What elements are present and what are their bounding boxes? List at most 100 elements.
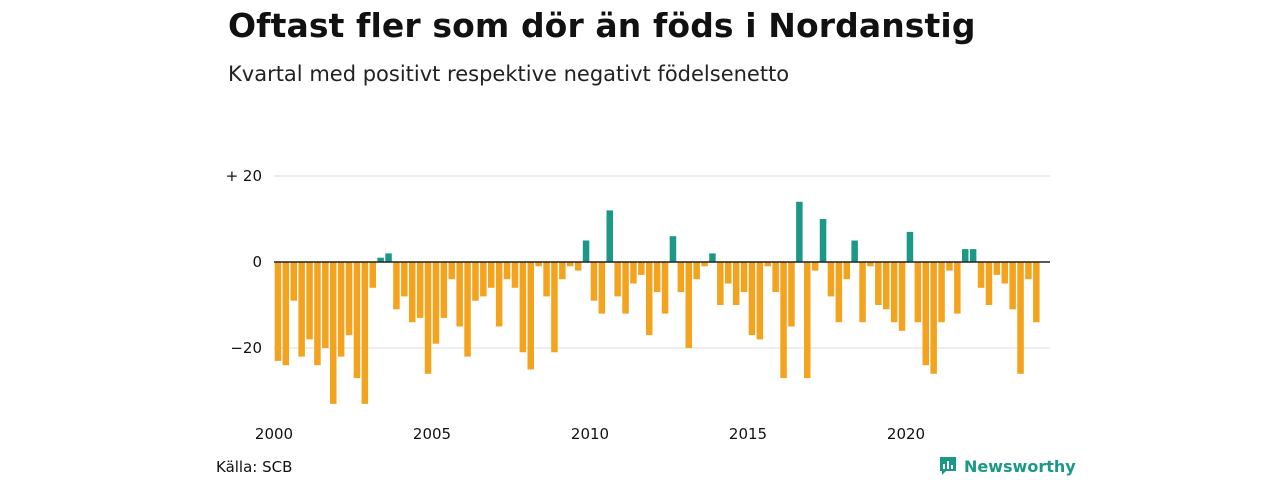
bar: [780, 262, 787, 379]
bar: [898, 262, 906, 331]
bar: [993, 262, 1001, 275]
bar: [606, 210, 613, 262]
bar: [401, 262, 408, 297]
x-tick-label: 2020: [887, 425, 925, 443]
bar: [827, 262, 835, 297]
bar: [693, 262, 700, 280]
bar: [574, 262, 582, 271]
bar: [290, 262, 297, 301]
bar: [1001, 262, 1008, 284]
bar: [590, 262, 598, 301]
bar: [661, 262, 669, 314]
bar: [480, 262, 487, 297]
bar: [298, 262, 305, 357]
bar: [527, 262, 534, 370]
bar: [851, 240, 858, 262]
bar: [732, 262, 740, 305]
bar: [1009, 262, 1016, 310]
bar: [796, 201, 803, 262]
bar: [835, 262, 843, 323]
bar: [551, 262, 558, 353]
bar: [345, 262, 353, 336]
chart-subtitle: Kvartal med positivt respektive negativt…: [228, 62, 790, 86]
bar: [448, 262, 455, 280]
x-tick-label: 2015: [729, 425, 767, 443]
bar: [914, 262, 922, 323]
bar: [772, 262, 779, 293]
y-tick-label: −20: [230, 339, 262, 357]
bar: [875, 262, 882, 305]
brand-name: Newsworthy: [964, 456, 1076, 476]
bar: [890, 262, 898, 323]
bar: [946, 262, 953, 271]
y-tick-label: 0: [252, 253, 262, 271]
bar: [274, 262, 282, 361]
bar: [353, 262, 361, 379]
bar: [630, 262, 637, 284]
bar: [811, 262, 819, 271]
bar: [511, 262, 519, 288]
bar: [740, 262, 748, 293]
bar: [883, 262, 890, 310]
x-tick-label: 2000: [255, 425, 293, 443]
bar: [717, 262, 724, 305]
bar: [393, 262, 400, 310]
bar: [653, 262, 661, 293]
bar: [622, 262, 629, 314]
bar: [646, 262, 653, 336]
newsworthy-brand: Newsworthy: [938, 455, 1076, 477]
bar: [638, 262, 645, 275]
bar: [488, 262, 495, 288]
bar: [416, 262, 424, 318]
bar: [377, 257, 384, 262]
bar: [906, 231, 914, 262]
bar: [503, 262, 511, 280]
bar: [669, 236, 677, 262]
x-axis-labels: 2000 2005 2010 2015 2020: [255, 425, 925, 443]
bar: [464, 262, 471, 357]
bar: [440, 262, 448, 318]
bar: [804, 262, 811, 379]
bar: [495, 262, 503, 327]
bar: [677, 262, 685, 293]
bar: [748, 262, 756, 336]
bar: [709, 253, 716, 262]
bar: [598, 262, 606, 314]
bar: [535, 262, 542, 267]
bar: [954, 262, 961, 314]
bar: [567, 262, 574, 267]
bar: [725, 262, 732, 284]
bar: [559, 262, 566, 280]
bar: [867, 262, 874, 267]
source-label: Källa: SCB: [216, 458, 293, 476]
bar: [930, 262, 937, 374]
bar: [962, 249, 969, 262]
bar: [306, 262, 313, 340]
grid-layer: [274, 175, 1050, 349]
bar: [456, 262, 463, 327]
bar: [361, 262, 369, 404]
newsworthy-logo-icon: [940, 457, 956, 475]
bar: [337, 262, 345, 357]
bar: [788, 262, 795, 327]
chart-title: Oftast fler som dör än föds i Nordanstig: [228, 6, 976, 45]
y-tick-label: + 20: [226, 167, 262, 185]
bar: [859, 262, 866, 323]
bar: [701, 262, 708, 267]
bar: [985, 262, 993, 305]
bar: [938, 262, 945, 323]
x-tick-label: 2005: [413, 425, 451, 443]
bar: [543, 262, 550, 297]
bar: [969, 249, 977, 262]
bar: [582, 240, 590, 262]
x-tick-label: 2010: [571, 425, 609, 443]
bar: [424, 262, 432, 374]
bar: [1017, 262, 1024, 374]
bar: [922, 262, 929, 366]
bar: [685, 262, 692, 348]
bar: [614, 262, 621, 297]
bar: [977, 262, 985, 288]
bar: [282, 262, 290, 366]
bar: [385, 253, 392, 262]
